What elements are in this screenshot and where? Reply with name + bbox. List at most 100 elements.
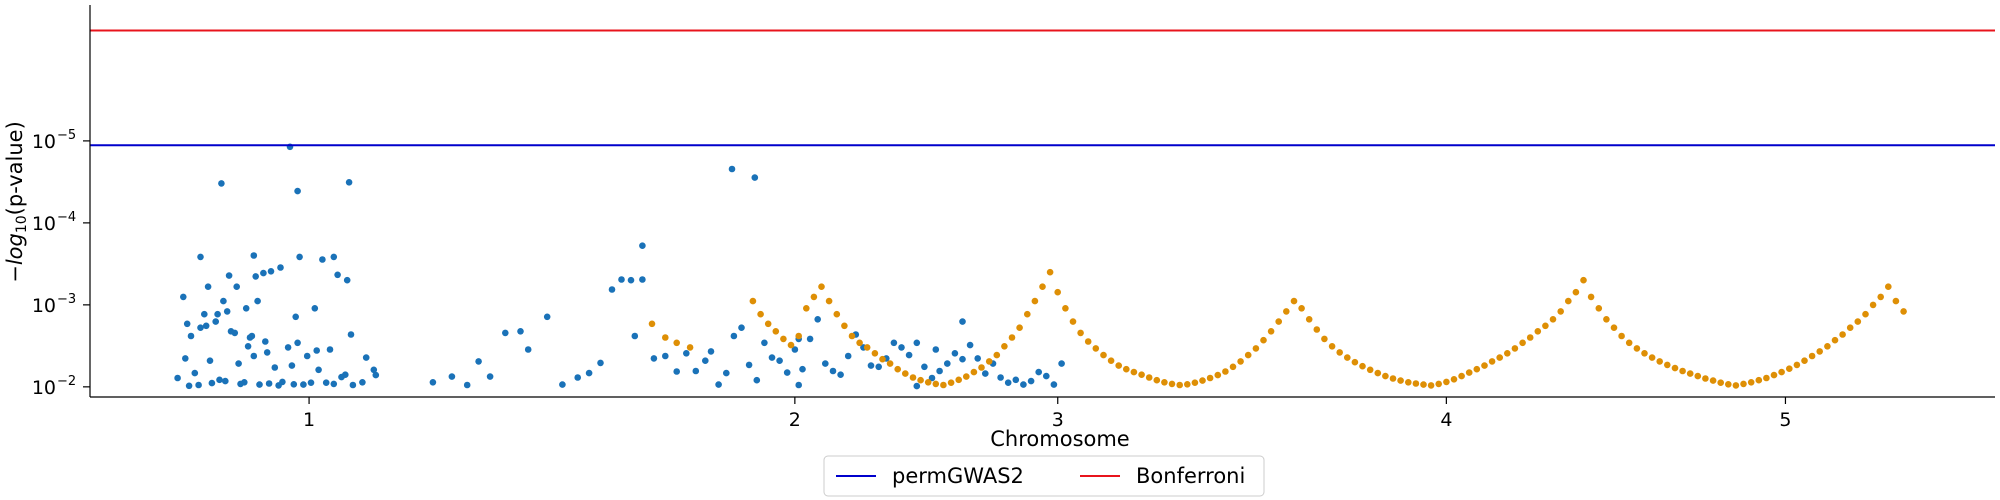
data-point-chr2-138	[1770, 371, 1778, 379]
data-point-chr2-14	[825, 297, 833, 305]
data-point-chr1-3	[180, 293, 187, 301]
data-point-chr2-116	[1603, 316, 1610, 323]
data-point-chr1-69	[218, 180, 225, 187]
data-point-chr2-92	[1420, 381, 1427, 388]
data-point-chr2-150	[1862, 310, 1869, 318]
data-point-chr1-11	[296, 253, 303, 261]
data-point-chr1-144	[1035, 368, 1042, 376]
data-point-chr2-0	[648, 320, 656, 328]
data-point-chr1-25	[262, 338, 269, 345]
data-point-chr2-87	[1382, 372, 1389, 380]
data-point-chr2-84	[1359, 362, 1366, 370]
data-point-chr1-12	[319, 256, 326, 263]
data-point-chr1-87	[574, 374, 581, 381]
data-point-chr2-37	[1001, 343, 1008, 350]
data-point-chr2-80	[1328, 343, 1336, 350]
data-point-chr1-103	[730, 332, 738, 340]
data-point-chr2-100	[1481, 362, 1488, 369]
data-point-chr1-56	[248, 332, 256, 340]
data-point-chr2-64	[1206, 374, 1214, 382]
data-point-chr2-129	[1702, 375, 1709, 382]
legend-frame	[823, 455, 1265, 497]
data-point-chr2-32	[963, 373, 970, 380]
data-point-chr2-36	[993, 351, 1001, 359]
data-point-chr1-111	[791, 346, 799, 353]
data-point-chr1-83	[517, 328, 524, 335]
data-point-chr2-111	[1565, 297, 1572, 305]
data-point-chr2-94	[1435, 380, 1442, 388]
data-point-chr2-134	[1740, 380, 1747, 388]
data-point-chr2-123	[1656, 358, 1663, 365]
data-point-chr1-117	[829, 367, 837, 375]
x-tick-label: 2	[789, 409, 801, 431]
data-point-chr1-2	[202, 322, 210, 330]
data-point-chr2-61	[1184, 381, 1191, 388]
data-point-chr1-48	[222, 377, 229, 385]
data-point-chr1-63	[347, 331, 355, 338]
data-point-chr1-8	[260, 269, 267, 277]
data-point-chr2-78	[1313, 326, 1321, 333]
data-point-chr2-91	[1412, 380, 1420, 387]
data-point-chr2-119	[1625, 339, 1633, 347]
data-point-chr2-102	[1496, 354, 1503, 361]
data-point-chr2-44	[1054, 288, 1061, 296]
data-point-chr1-125	[890, 339, 898, 347]
data-point-chr2-81	[1336, 349, 1343, 356]
y-tick-exponent: −4	[57, 210, 76, 225]
data-point-chr1-78	[448, 373, 456, 380]
data-point-chr1-51	[275, 382, 282, 389]
data-point-chr2-54	[1130, 368, 1138, 376]
data-point-chr2-74	[1283, 308, 1290, 315]
data-point-chr2-142	[1801, 357, 1808, 365]
data-point-chr1-128	[913, 382, 921, 390]
data-point-chr1-123	[875, 363, 882, 371]
data-point-chr1-26	[284, 344, 292, 351]
data-point-chr1-16	[223, 308, 231, 315]
data-point-chr1-52	[290, 381, 298, 388]
data-point-chr1-91	[618, 276, 625, 283]
data-point-chr1-97	[683, 350, 690, 357]
data-point-chr1-27	[303, 352, 311, 360]
x-tick-label: 1	[303, 409, 315, 431]
data-point-chr1-115	[814, 316, 821, 323]
data-point-chr2-48	[1084, 338, 1092, 345]
data-point-chr2-126	[1679, 367, 1686, 375]
data-point-chr2-154	[1892, 297, 1900, 305]
data-point-chr1-42	[300, 381, 307, 388]
data-point-chr1-100	[707, 348, 715, 355]
data-point-chr2-34	[978, 364, 985, 371]
y-axis-title-sub: 10	[14, 215, 30, 233]
data-point-chr2-77	[1305, 316, 1313, 323]
data-point-chr2-155	[1900, 308, 1907, 315]
data-point-chr2-16	[841, 322, 848, 330]
data-point-chr2-56	[1145, 374, 1153, 381]
data-point-chr1-141	[1012, 376, 1020, 384]
data-point-chr2-23	[894, 365, 901, 373]
data-point-chr1-153	[913, 339, 921, 347]
data-point-chr2-30	[947, 379, 955, 387]
data-point-chr1-55	[349, 381, 357, 389]
data-point-chr1-62	[263, 349, 271, 356]
data-point-chr1-17	[254, 297, 261, 305]
data-point-chr1-67	[370, 366, 378, 374]
data-point-chr2-104	[1511, 345, 1519, 352]
data-point-chr2-35	[985, 358, 993, 365]
data-point-chr1-114	[806, 335, 814, 343]
data-point-chr2-148	[1846, 324, 1854, 332]
data-point-chr2-53	[1123, 365, 1130, 373]
data-point-chr2-144	[1816, 348, 1823, 355]
data-point-chr2-143	[1808, 352, 1816, 360]
data-point-chr2-132	[1725, 381, 1732, 388]
data-point-chr1-54	[330, 380, 338, 388]
data-point-chr2-1	[662, 334, 669, 341]
data-point-chr1-132	[944, 360, 951, 367]
data-point-chr2-60	[1176, 381, 1183, 389]
data-point-chr1-14	[343, 276, 351, 284]
data-point-chr1-65	[372, 371, 380, 379]
y-axis-title: −log10(p-value)	[3, 121, 30, 283]
legend-label-permgwas2: permGWAS2	[892, 464, 1024, 488]
data-point-chr1-73	[197, 253, 204, 261]
data-point-chr2-105	[1519, 339, 1526, 347]
data-point-chr1-90	[608, 286, 616, 293]
data-point-chr1-98	[692, 367, 700, 375]
